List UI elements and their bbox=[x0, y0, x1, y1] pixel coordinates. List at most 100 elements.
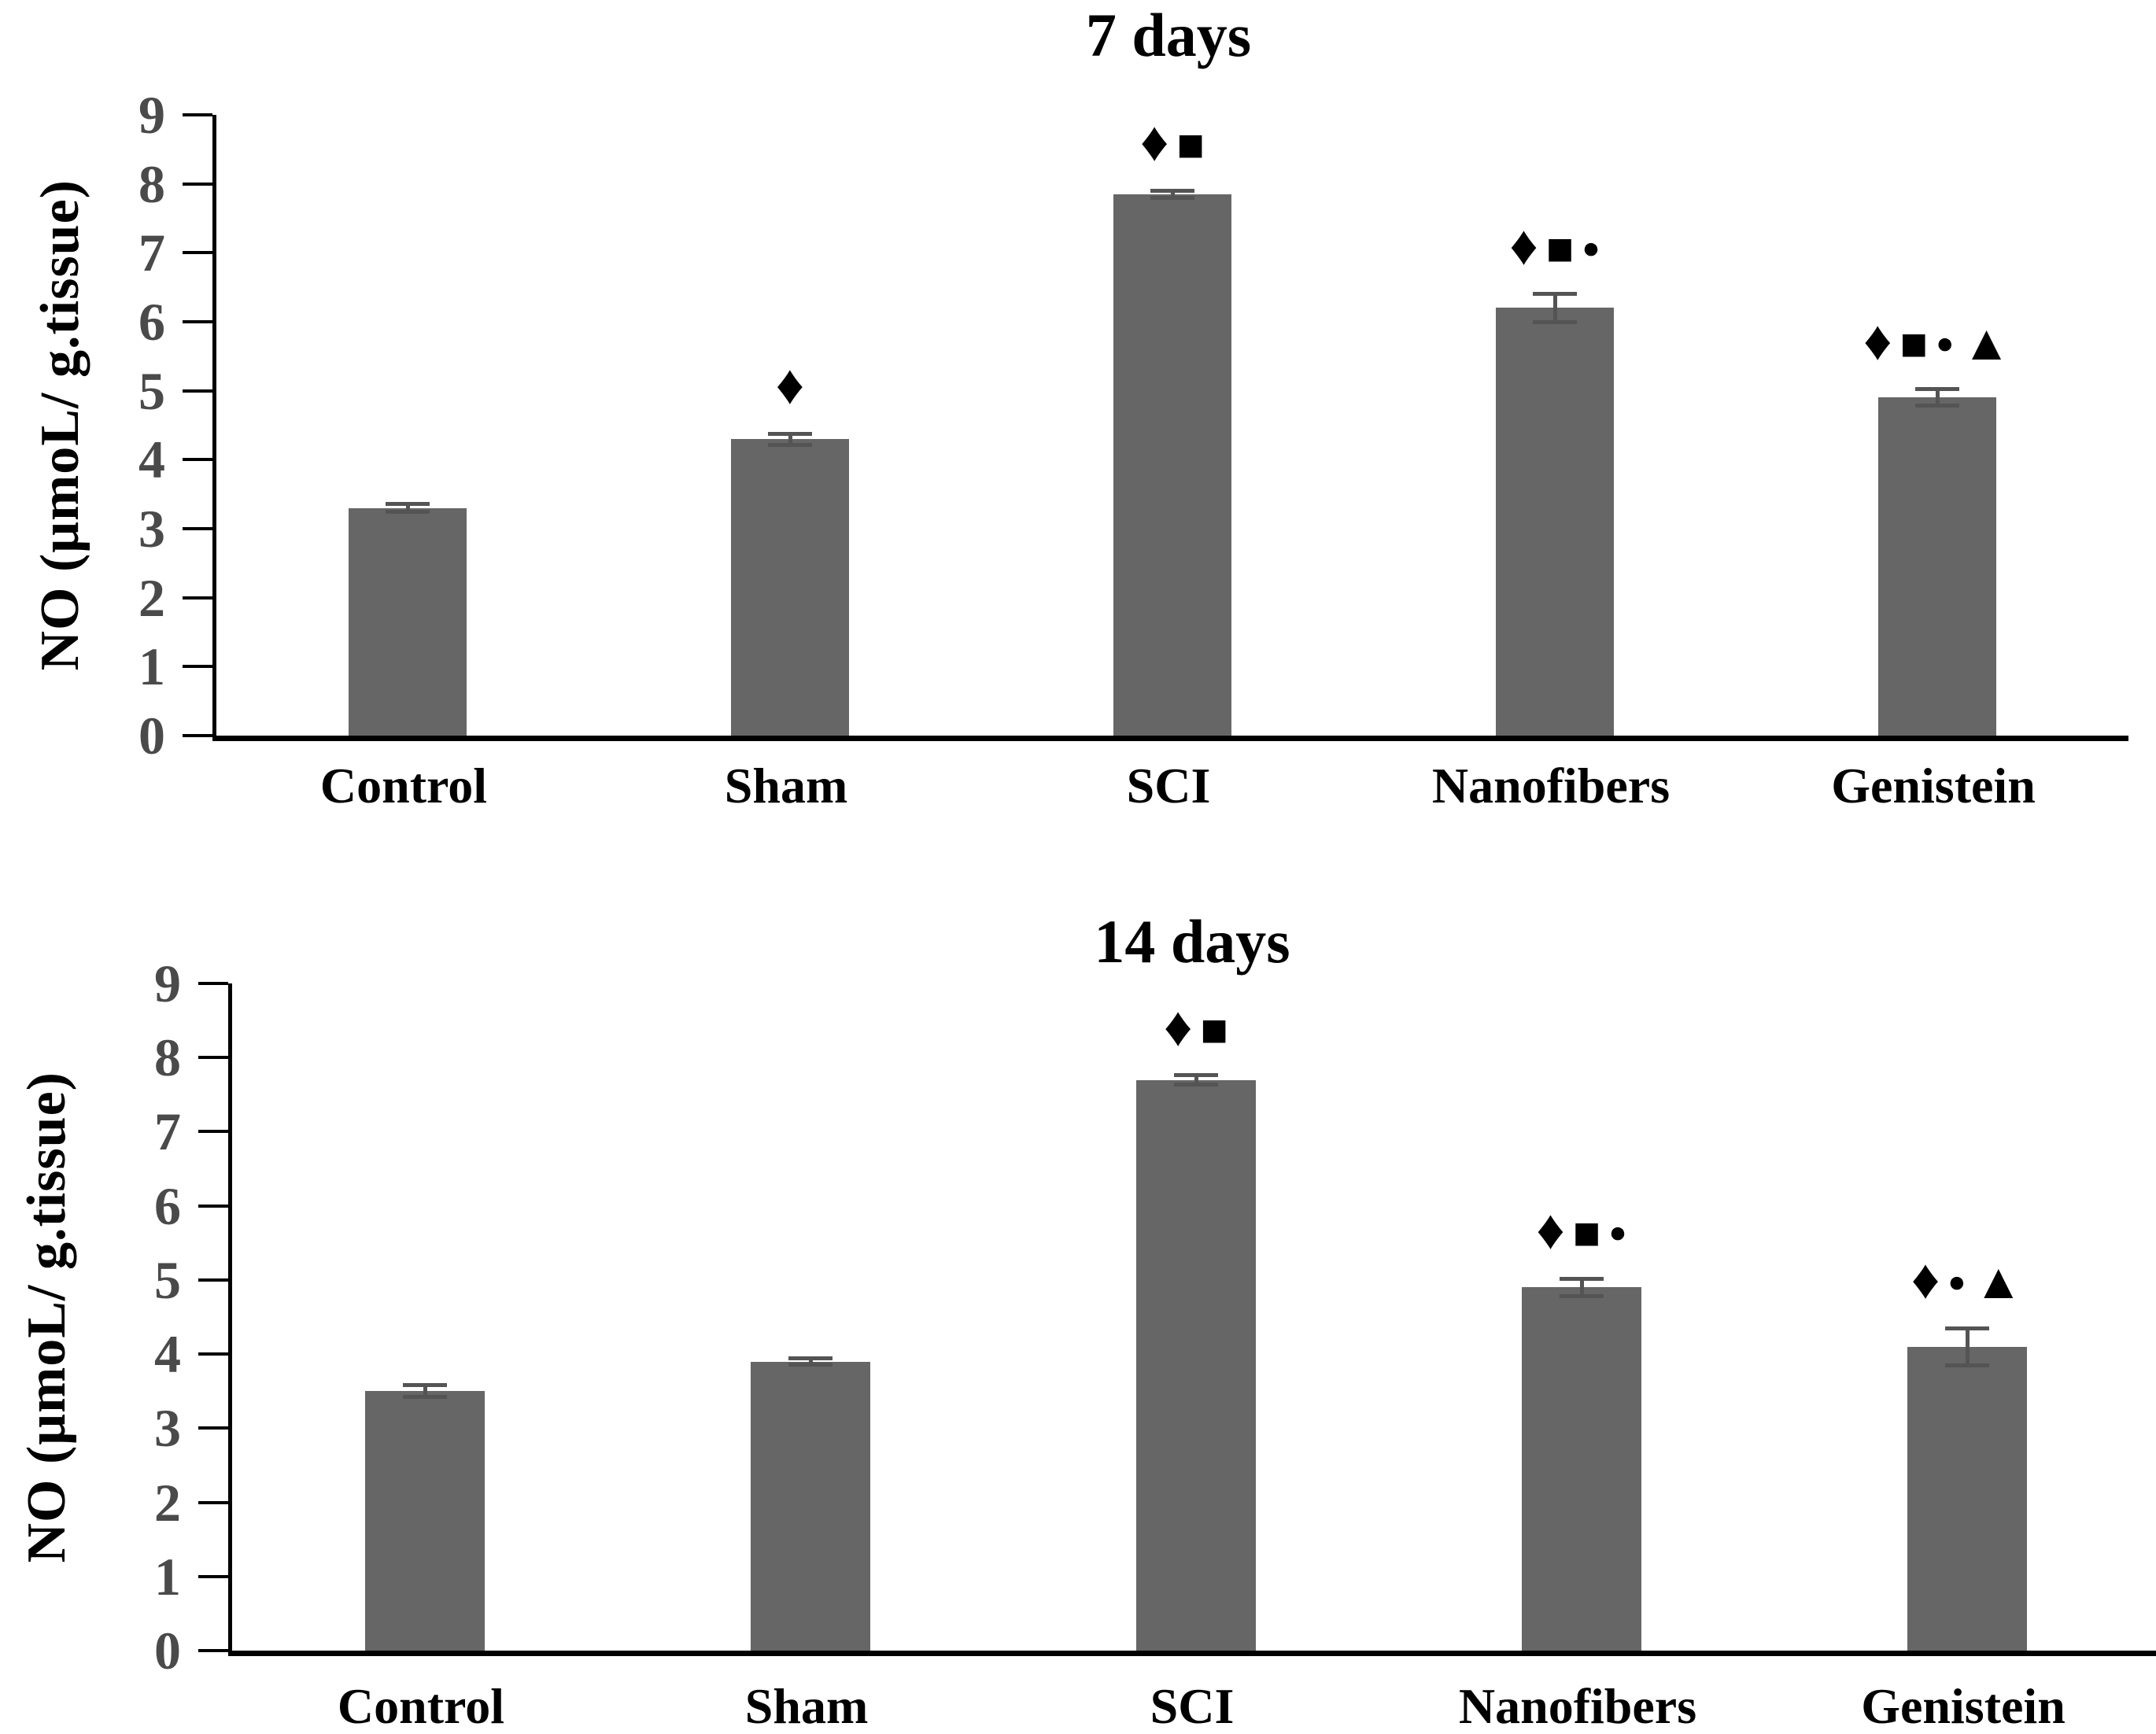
diamond-icon: ♦ bbox=[1509, 214, 1538, 277]
error-bar bbox=[423, 1385, 427, 1397]
significance-markers: ♦ ■ ● bbox=[1364, 214, 1746, 277]
y-tick-label: 7 bbox=[154, 1101, 181, 1162]
y-tick-label: 6 bbox=[154, 1175, 181, 1236]
error-bar-cap bbox=[1560, 1276, 1604, 1281]
error-bar-cap bbox=[1174, 1082, 1218, 1087]
chart-title: 7 days bbox=[1085, 1, 1252, 69]
square-icon: ■ bbox=[1899, 318, 1929, 370]
bar bbox=[1136, 1079, 1256, 1651]
x-category-label: Sham bbox=[724, 758, 848, 814]
y-tick-label: 9 bbox=[138, 85, 165, 145]
y-tick-mark bbox=[198, 1500, 228, 1504]
y-tick-mark bbox=[183, 320, 212, 323]
diamond-icon: ♦ bbox=[775, 353, 805, 416]
error-bar-cap bbox=[1533, 292, 1577, 297]
significance-markers: ♦ ■ ● bbox=[1389, 1198, 1774, 1261]
y-tick-mark bbox=[183, 734, 212, 737]
y-tick-label: 8 bbox=[154, 1027, 181, 1088]
error-bar-cap bbox=[1560, 1294, 1604, 1299]
x-category-label: Control bbox=[319, 758, 488, 814]
significance-markers: ♦ ■ bbox=[981, 111, 1364, 174]
y-tick-mark bbox=[198, 1574, 228, 1578]
x-category-label: Sham bbox=[744, 1678, 869, 1734]
y-tick-label: 9 bbox=[154, 954, 181, 1013]
y-axis-label-text: NO (μmoL/ g.tissue) bbox=[17, 1071, 77, 1563]
square-icon: ■ bbox=[1176, 120, 1205, 172]
y-tick-mark bbox=[183, 113, 212, 116]
diamond-icon: ♦ bbox=[1536, 1198, 1565, 1261]
diamond-icon: ♦ bbox=[1140, 111, 1169, 174]
error-bar-cap bbox=[386, 510, 430, 515]
y-tick-label: 6 bbox=[138, 292, 165, 352]
significance-markers: ♦ ■ ● ▲ bbox=[1746, 309, 2128, 372]
circle-icon: ● bbox=[1608, 1216, 1627, 1249]
error-bar bbox=[808, 1358, 813, 1365]
y-tick-mark bbox=[183, 665, 212, 669]
plot-area: 0 1 2 3 4 5 6 7 8 9 ♦ ■ ♦ ■ ● ♦ ● ▲ bbox=[154, 957, 2156, 1677]
bar bbox=[1495, 308, 1615, 736]
y-tick-mark bbox=[198, 1204, 228, 1208]
error-bar-cap bbox=[1174, 1073, 1218, 1078]
error-bar-cap bbox=[1915, 387, 1959, 392]
bar bbox=[1877, 397, 1997, 736]
y-tick-mark bbox=[198, 1278, 228, 1282]
x-category-label: SCI bbox=[1150, 1678, 1235, 1734]
y-tick-mark bbox=[198, 1130, 228, 1134]
y-tick-label: 1 bbox=[154, 1546, 181, 1607]
error-bar bbox=[1194, 1075, 1198, 1085]
y-tick-mark bbox=[183, 596, 212, 600]
x-category-label: Nanofibers bbox=[1458, 1678, 1697, 1734]
chart-7-days: 7 days NO (μmoL/ g.tissue) 0 1 2 3 4 5 6 7 8 9 ♦ ♦ ■… bbox=[0, 0, 2156, 865]
error-bar bbox=[1170, 190, 1175, 198]
y-tick-mark bbox=[198, 1426, 228, 1430]
x-axis-labels: Control Sham SCI Nanofibers Genistein bbox=[212, 757, 2125, 828]
error-bar bbox=[1579, 1278, 1584, 1297]
square-icon: ■ bbox=[1200, 1004, 1228, 1056]
y-tick-label: 5 bbox=[154, 1249, 181, 1310]
y-tick-label: 2 bbox=[154, 1472, 181, 1533]
error-bar-cap bbox=[1150, 188, 1194, 193]
error-bar-cap bbox=[403, 1395, 447, 1400]
diamond-icon: ♦ bbox=[1910, 1248, 1940, 1311]
x-category-label: Nanofibers bbox=[1431, 758, 1671, 814]
square-icon: ■ bbox=[1545, 223, 1575, 275]
y-tick-mark bbox=[198, 1056, 228, 1060]
error-bar-cap bbox=[788, 1356, 832, 1361]
circle-icon: ● bbox=[1947, 1265, 1966, 1299]
y-tick-label: 8 bbox=[138, 153, 165, 214]
triangle-icon: ▲ bbox=[1973, 1253, 2024, 1309]
square-icon: ■ bbox=[1572, 1207, 1601, 1259]
bar bbox=[348, 507, 467, 736]
circle-icon: ● bbox=[1582, 231, 1600, 265]
y-tick-label: 2 bbox=[138, 567, 165, 628]
y-tick-label: 4 bbox=[138, 430, 165, 490]
x-category-label: Genistein bbox=[1831, 758, 2036, 814]
x-axis-labels: Control Sham SCI Nanofibers Genistein bbox=[228, 1677, 2156, 1734]
plot-area: 0 1 2 3 4 5 6 7 8 9 ♦ ♦ ■ ♦ ■ ● ♦ ■ ● ▲ bbox=[138, 88, 2128, 762]
y-tick-mark bbox=[183, 458, 212, 462]
chart-title: 14 days bbox=[1094, 907, 1290, 976]
error-bar bbox=[788, 434, 792, 445]
error-bar bbox=[405, 504, 410, 512]
bar bbox=[730, 439, 850, 736]
y-tick-label: 4 bbox=[154, 1324, 181, 1385]
bar bbox=[751, 1361, 870, 1651]
error-bar-cap bbox=[768, 442, 812, 447]
diamond-icon: ♦ bbox=[1863, 309, 1892, 372]
y-axis-label: NO (μmoL/ g.tissue) bbox=[0, 983, 94, 1651]
y-tick-mark bbox=[183, 527, 212, 530]
x-category-label: Control bbox=[337, 1678, 505, 1734]
error-bar-cap bbox=[1533, 319, 1577, 324]
y-tick-label: 7 bbox=[138, 223, 165, 283]
x-category-label: Genistein bbox=[1861, 1678, 2066, 1734]
triangle-icon: ▲ bbox=[1962, 315, 2011, 371]
error-bar bbox=[1965, 1328, 1970, 1366]
error-bar bbox=[1935, 389, 1940, 406]
significance-markers: ♦ bbox=[599, 353, 981, 416]
x-category-label: SCI bbox=[1126, 758, 1211, 814]
bar bbox=[365, 1391, 485, 1651]
y-tick-mark bbox=[183, 251, 212, 255]
bar bbox=[1522, 1287, 1641, 1651]
error-bar bbox=[1552, 293, 1557, 322]
